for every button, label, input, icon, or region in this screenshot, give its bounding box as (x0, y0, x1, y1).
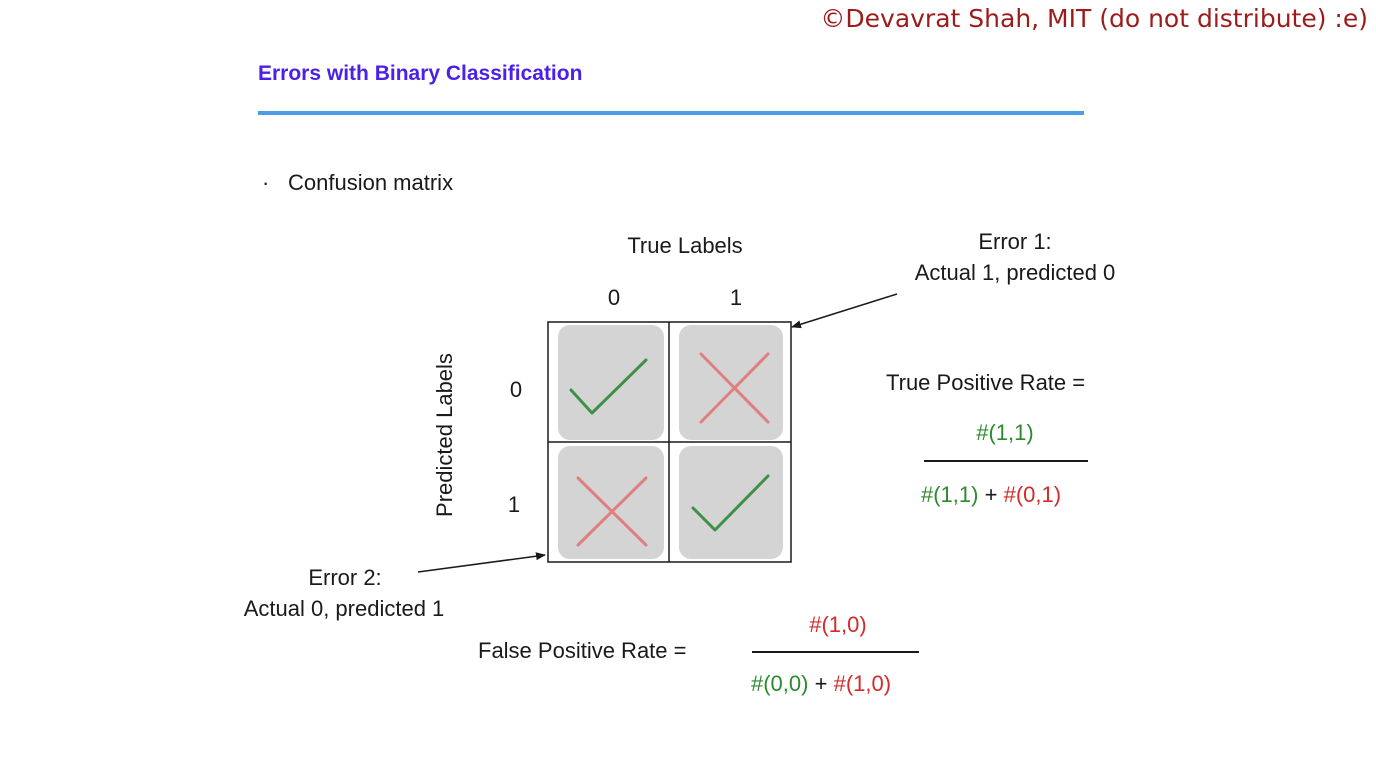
bullet-text: Confusion matrix (288, 170, 454, 195)
error1-description: Actual 1, predicted 0 (914, 260, 1116, 285)
error2-arrow (417, 552, 546, 573)
slide-title: Errors with Binary Classification (258, 62, 583, 85)
fpr-plus-sign: + (814, 671, 828, 696)
tpr-label: True Positive Rate = (886, 370, 1086, 395)
tpr-plus-sign: + (984, 482, 998, 507)
error2-title: Error 2: (308, 565, 382, 590)
tpr-numerator: #(1,1) (976, 420, 1034, 445)
error2-description: Actual 0, predicted 1 (243, 596, 445, 621)
check-icon (569, 358, 648, 415)
copyright-notice: ©Devavrat Shah, MIT (do not distribute) … (820, 4, 1368, 33)
bullet-item: · Confusion matrix (262, 170, 453, 196)
tpr-denominator-term-a: #(1,1) (921, 482, 979, 507)
fpr-numerator: #(1,0) (809, 612, 867, 637)
fpr-denominator: #(0,0) + #(1,0) (751, 671, 891, 697)
fpr-denominator-term-b: #(1,0) (833, 671, 892, 696)
error1-title: Error 1: (978, 229, 1052, 254)
row-label-1: 1 (507, 492, 521, 517)
fpr-label: False Positive Rate = (478, 638, 687, 663)
title-underline (258, 111, 1084, 115)
fpr-denominator-term-a: #(0,0) (751, 671, 809, 696)
cross-icon (576, 476, 648, 547)
matrix-cell-1-0 (558, 446, 664, 559)
matrix-cell-0-0 (558, 325, 664, 440)
tpr-denominator: #(1,1) + #(0,1) (921, 482, 1061, 508)
row-label-0: 0 (509, 377, 523, 402)
column-label-1: 1 (729, 285, 743, 310)
column-axis-label: True Labels (627, 233, 743, 258)
error1-arrow (791, 293, 898, 329)
bullet-dot-icon: · (262, 170, 270, 195)
check-icon (691, 474, 770, 532)
tpr-fraction-bar (924, 460, 1088, 462)
matrix-cell-1-1 (679, 446, 783, 559)
column-label-0: 0 (607, 285, 621, 310)
cross-icon (699, 352, 770, 424)
fpr-fraction-bar (752, 651, 919, 653)
tpr-denominator-term-b: #(0,1) (1003, 482, 1062, 507)
